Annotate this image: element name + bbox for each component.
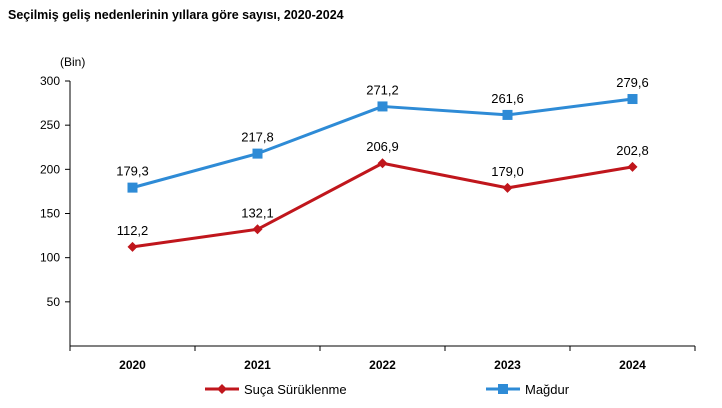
legend-item: Mağdur [486, 382, 570, 397]
legend: Suça Sürüklenme Mağdur [205, 382, 570, 397]
data-point [127, 241, 138, 252]
data-label: 261,6 [491, 91, 524, 106]
data-point [627, 161, 638, 172]
data-label: 202,8 [616, 143, 649, 158]
series-su-a-s-r-klenme: 112,2 132,1 206,9 179,0 202,8 [117, 139, 649, 252]
data-point [377, 158, 388, 169]
data-label: 132,1 [241, 205, 274, 220]
data-point [502, 182, 513, 193]
data-point [502, 109, 513, 120]
legend-item: Suça Sürüklenme [205, 382, 347, 397]
y-tick-label: 250 [40, 118, 60, 132]
data-label: 206,9 [366, 139, 399, 154]
x-tick-label: 2021 [244, 358, 271, 372]
y-tick-label: 150 [40, 207, 60, 221]
data-point [127, 182, 138, 193]
data-point [252, 148, 263, 159]
data-label: 279,6 [616, 75, 649, 90]
data-point [627, 94, 638, 105]
legend-swatch-marker [217, 384, 227, 394]
x-tick-label: 2023 [494, 358, 521, 372]
axes: 50 100 150 200 250 300 2020 2021 2022 2023 2024 [40, 74, 696, 372]
series-ma-dur: 179,3 217,8 271,2 261,6 279,6 [116, 75, 649, 193]
y-tick-label: 50 [47, 295, 61, 309]
data-point [377, 101, 388, 112]
chart-title: Seçilmiş geliş nedenlerinin yıllara göre… [8, 8, 344, 22]
data-label: 271,2 [366, 82, 399, 97]
data-point [252, 224, 263, 235]
y-axis-unit-label: (Bin) [60, 55, 85, 69]
data-label: 179,0 [491, 164, 524, 179]
legend-swatch-marker [498, 384, 508, 394]
legend-label: Mağdur [525, 382, 570, 397]
x-tick-label: 2022 [369, 358, 396, 372]
x-tick-label: 2024 [619, 358, 646, 372]
y-tick-label: 100 [40, 251, 60, 265]
series-line [132, 161, 633, 249]
y-tick-label: 200 [40, 162, 60, 176]
data-label: 112,2 [117, 223, 149, 238]
y-tick-label: 300 [40, 74, 60, 88]
series-layer: 112,2 132,1 206,9 179,0 202,8 179,3 217,8 271,2… [116, 75, 649, 252]
data-label: 217,8 [241, 130, 274, 145]
data-label: 179,3 [116, 164, 149, 179]
x-tick-label: 2020 [119, 358, 146, 372]
legend-label: Suça Sürüklenme [244, 382, 347, 397]
